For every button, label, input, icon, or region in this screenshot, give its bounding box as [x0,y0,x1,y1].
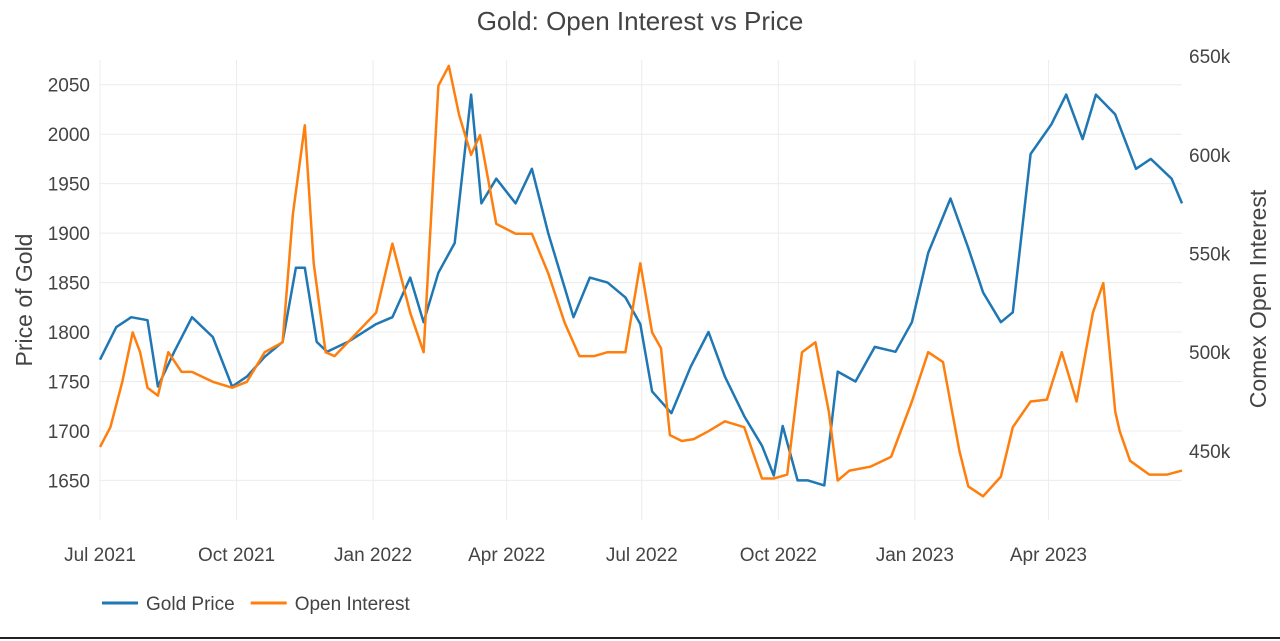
y-left-tick-label: 1650 [48,471,90,492]
tick-labels: Jul 2021 Oct 2021 Jan 2022 Apr 2022 Jul 2022… [48,47,1231,566]
x-tick-label: Oct 2022 [740,545,817,566]
y-right-tick-label: 550k [1189,244,1231,265]
x-tick-label: Oct 2021 [198,545,275,566]
legend-label-open-interest: Open Interest [295,594,411,615]
y-right-tick-label: 450k [1189,442,1231,463]
series-line-gold-price [98,93,1184,487]
x-tick-label: Jul 2021 [64,545,136,566]
y-left-tick-label: 1700 [48,422,90,443]
x-tick-label: Apr 2022 [468,545,545,566]
x-tick-label: Apr 2023 [1010,545,1087,566]
y-left-tick-label: 1800 [48,323,90,344]
right-axis-title: Comex Open Interest [1245,189,1271,408]
y-left-tick-label: 1950 [48,175,90,196]
x-tick-label: Jan 2022 [334,545,412,566]
chart-title: Gold: Open Interest vs Price [477,6,804,36]
legend-label-gold-price: Gold Price [146,594,235,615]
x-tick-label: Jan 2023 [876,545,954,566]
y-left-tick-label: 2000 [48,125,90,146]
y-right-tick-label: 650k [1189,47,1231,68]
series-line-open-interest [98,64,1183,498]
y-right-tick-label: 600k [1189,146,1231,167]
y-left-tick-label: 1850 [48,274,90,295]
left-axis-title: Price of Gold [11,234,37,367]
y-left-tick-label: 1750 [48,373,90,394]
legend: Gold Price Open Interest [102,594,411,615]
x-tick-label: Jul 2022 [606,545,678,566]
series-lines [98,64,1184,498]
y-left-tick-label: 1900 [48,224,90,245]
y-left-tick-label: 2050 [48,76,90,97]
y-right-tick-label: 500k [1189,343,1231,364]
gridlines [99,60,1182,520]
